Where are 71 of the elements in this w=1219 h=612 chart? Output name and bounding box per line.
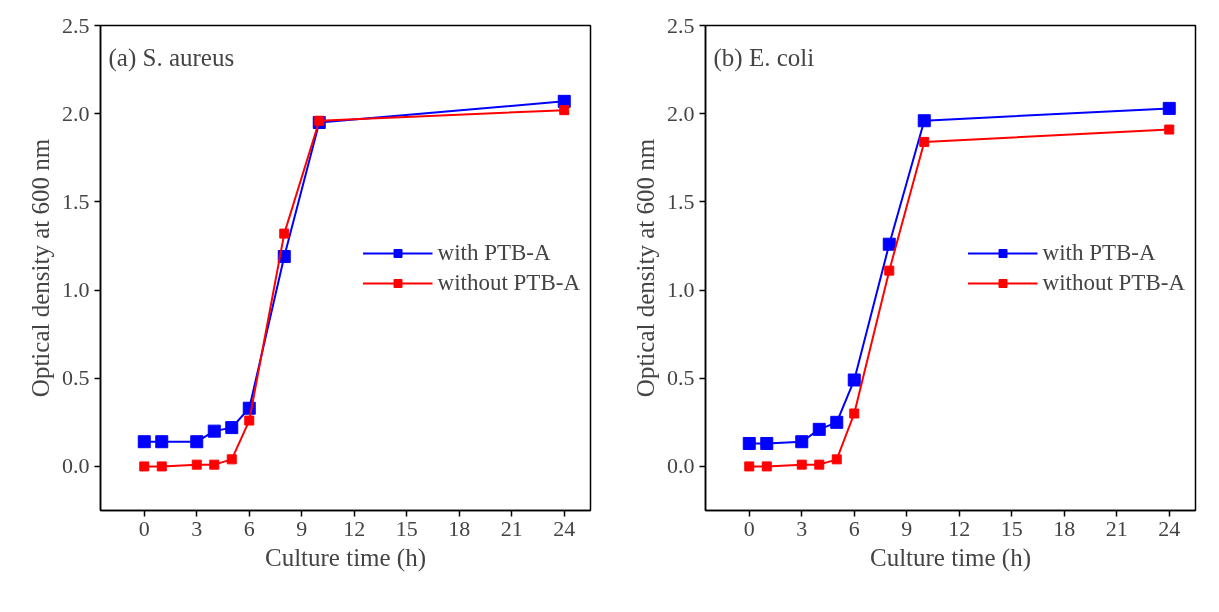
y-tick-label: 0.0 xyxy=(667,453,695,479)
point xyxy=(761,461,772,472)
x-axis-title: Culture time (h) xyxy=(264,543,427,572)
point xyxy=(814,459,825,470)
x-tick-label: 12 xyxy=(343,515,366,541)
legend-label: with PTB-A xyxy=(1042,239,1156,266)
x-tick-label: 12 xyxy=(948,515,971,541)
x-tick-label: 9 xyxy=(296,515,308,541)
y-tick-label: 2.5 xyxy=(667,12,695,38)
x-tick-label: 24 xyxy=(553,515,576,541)
point xyxy=(244,415,255,426)
text: (a) S. aureus xyxy=(108,43,235,72)
x-tick-label: 18 xyxy=(448,515,471,541)
point xyxy=(279,228,290,239)
x-tick-label: 24 xyxy=(1158,515,1181,541)
y-tick-label: 1.0 xyxy=(667,277,695,303)
y-tick-label: 0.5 xyxy=(667,365,695,391)
point xyxy=(744,461,755,472)
point xyxy=(795,435,809,449)
point xyxy=(884,265,895,276)
y-axis-title: Optical density at 600 nm xyxy=(632,138,659,398)
text: (b) E. coli xyxy=(713,43,815,72)
point xyxy=(847,373,861,387)
y-tick-label: 1.5 xyxy=(62,188,90,214)
y-tick-label: 1.5 xyxy=(667,188,695,214)
point xyxy=(225,421,239,435)
point xyxy=(1162,101,1176,115)
x-tick-label: 6 xyxy=(848,515,860,541)
point xyxy=(137,435,151,449)
point xyxy=(559,105,570,116)
y-tick-label: 2.0 xyxy=(62,100,90,126)
point xyxy=(1164,124,1175,135)
point xyxy=(812,422,826,436)
y-tick-label: 1.0 xyxy=(62,277,90,303)
point xyxy=(849,408,860,419)
point xyxy=(190,435,204,449)
legend-label: with PTB-A xyxy=(437,239,551,266)
y-tick-label: 2.5 xyxy=(62,12,90,38)
y-tick-label: 0.5 xyxy=(62,365,90,391)
point xyxy=(742,436,756,450)
point xyxy=(830,415,844,429)
y-axis-title: Optical density at 600 nm xyxy=(27,138,54,398)
point xyxy=(760,436,774,450)
point xyxy=(209,459,220,470)
x-tick-label: 21 xyxy=(1105,515,1128,541)
point xyxy=(831,454,842,465)
point xyxy=(139,461,150,472)
x-tick-label: 0 xyxy=(138,515,150,541)
x-tick-label: 18 xyxy=(1053,515,1076,541)
point xyxy=(882,237,896,251)
x-tick-label: 3 xyxy=(796,515,808,541)
point xyxy=(207,424,221,438)
point xyxy=(917,114,931,128)
point xyxy=(191,459,202,470)
x-tick-label: 15 xyxy=(395,515,418,541)
x-tick-label: 15 xyxy=(1000,515,1023,541)
y-tick-label: 2.0 xyxy=(667,100,695,126)
x-axis-title: Culture time (h) xyxy=(869,543,1032,572)
y-tick-label: 0.0 xyxy=(62,453,90,479)
x-tick-label: 3 xyxy=(191,515,203,541)
legend-label: without PTB-A xyxy=(437,269,580,296)
x-tick-label: 0 xyxy=(743,515,755,541)
point xyxy=(226,454,237,465)
point xyxy=(796,459,807,470)
point xyxy=(155,435,169,449)
point xyxy=(156,461,167,472)
point xyxy=(919,136,930,147)
x-tick-label: 6 xyxy=(243,515,255,541)
x-tick-label: 9 xyxy=(901,515,913,541)
legend-label: without PTB-A xyxy=(1042,269,1185,296)
x-tick-label: 21 xyxy=(500,515,523,541)
